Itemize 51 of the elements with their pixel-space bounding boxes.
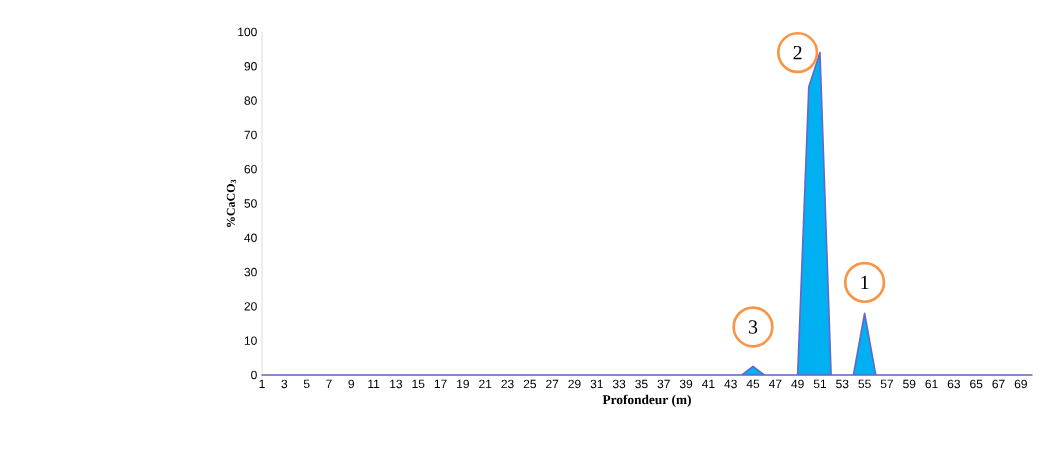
x-tick-label: 51	[813, 379, 827, 389]
y-axis-title: %CaCO$_{3}$	[226, 179, 237, 227]
x-tick-label: 41	[701, 379, 715, 388]
y-tick-label: 20	[244, 302, 257, 311]
annotation: 1	[861, 275, 869, 289]
x-tick-label: 59	[903, 379, 916, 389]
y-tick-label: 70	[244, 130, 257, 140]
x-axis-title: Profondeur (m)	[602, 394, 691, 407]
x-tick-label: 27	[546, 379, 559, 389]
x-tick-label: 55	[858, 379, 871, 389]
x-tick-label: 15	[412, 379, 425, 389]
x-tick-label: 5	[303, 379, 310, 389]
x-tick-label: 33	[612, 379, 626, 389]
x-tick-label: 31	[590, 379, 603, 389]
x-tick-label: 61	[925, 379, 938, 389]
x-tick-label: 43	[724, 379, 737, 389]
x-tick-label: 29	[568, 379, 581, 389]
y-tick-label: 80	[244, 96, 257, 105]
x-tick-label: 65	[970, 379, 983, 389]
y-tick-label: 60	[244, 164, 257, 174]
x-tick-label: 11	[368, 379, 380, 388]
x-tick-label: 39	[679, 379, 693, 389]
x-tick-label: 69	[1014, 379, 1027, 389]
x-tick-label: 67	[992, 379, 1005, 389]
x-tick-label: 53	[836, 379, 849, 389]
x-tick-label: 63	[947, 379, 961, 389]
y-tick-label: 40	[244, 233, 257, 243]
y-tick-label: 0	[251, 370, 257, 380]
y-tick-label: 10	[244, 336, 257, 345]
x-tick-label: 19	[457, 379, 469, 389]
y-tick-label: 30	[244, 267, 257, 277]
x-tick-label: 9	[348, 379, 355, 389]
x-tick-label: 23	[501, 379, 514, 389]
y-tick-label: 100	[238, 27, 257, 37]
x-tick-label: 57	[880, 379, 893, 389]
x-tick-label: 25	[523, 379, 536, 389]
x-tick-label: 49	[791, 379, 804, 389]
x-tick-label: 21	[479, 379, 492, 389]
x-tick-label: 35	[635, 379, 648, 389]
x-tick-label: 17	[434, 379, 447, 388]
x-tick-label: 3	[281, 379, 288, 389]
y-tick-label: 50	[244, 199, 257, 208]
annotation: 3	[748, 320, 758, 334]
y-tick-label: 90	[244, 62, 257, 71]
x-tick-label: 47	[768, 379, 782, 388]
x-tick-label: 13	[390, 379, 403, 389]
x-tick-label: 1	[259, 379, 265, 388]
x-tick-label: 37	[657, 379, 670, 389]
annotation: 2	[793, 45, 802, 60]
x-tick-label: 7	[326, 379, 332, 388]
x-tick-label: 45	[746, 379, 760, 389]
